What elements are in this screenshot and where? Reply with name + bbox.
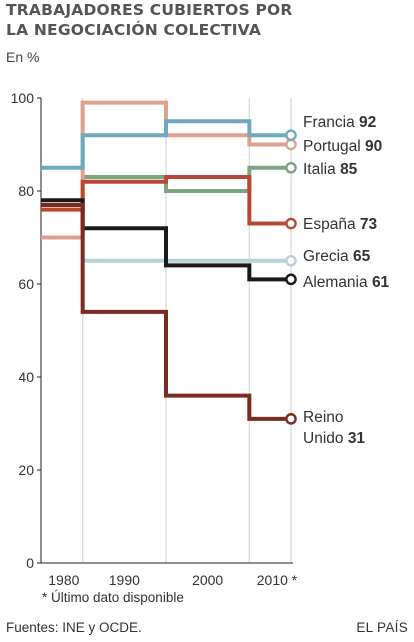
series-label-value: 92 [359,114,376,131]
series-label-value: 65 [353,248,371,265]
series-label-italia: Italia 85 [303,161,358,178]
title-line-1: TRABAJADORES CUBIERTOS POR [6,1,293,19]
chart-subtitle: En % [6,49,40,65]
footnote: * Último dato disponible [42,590,184,605]
x-tick-label: 1980 [48,572,79,588]
series-label-name: Italia [303,161,340,178]
series-end-marker-italia [285,161,297,174]
series-label-value: 90 [365,138,382,155]
series-line-reino [41,202,291,421]
series-label-value: 31 [348,430,366,447]
series-label-name-line2: Unido [303,430,348,447]
y-tick-label: 100 [11,90,35,106]
y-tick-label: 40 [18,369,34,385]
series-line-francia [41,119,291,170]
series-end-marker-alemania [285,273,297,286]
source-note: Fuentes: INE y OCDE. [6,620,142,635]
series-label-name: Reino [303,409,344,426]
series-end-marker-reino [285,413,297,425]
series-label-name: Portugal [303,138,365,155]
x-tick-label: 2000 [192,572,223,588]
y-tick-label: 60 [18,276,34,292]
series-label-name: Francia [303,114,359,131]
series-label-name: Alemania [303,274,372,291]
y-tick-label: 20 [18,462,34,478]
x-tick-label: 2010 * [257,572,298,588]
series-end-marker-españa [285,217,297,230]
series-label-francia: Francia 92 [303,114,376,131]
series-label-españa: España 73 [303,216,378,233]
chart-title: TRABAJADORES CUBIERTOS POR LA NEGOCIACIÓ… [6,0,293,40]
brand-logo-text: EL PAÍS [356,620,408,635]
series-label-name: Grecia [303,248,353,265]
series-label-value: 73 [360,216,378,233]
series-line-italia [82,165,291,193]
series-label-grecia: Grecia 65 [303,248,371,265]
title-line-2: LA NEGOCIACIÓN COLECTIVA [6,21,262,39]
series-label-value: 61 [372,274,390,291]
series-label-name: España [303,216,360,233]
series-label-alemania: Alemania 61 [303,274,390,291]
series-label-reino: Reino Unido 31 [303,409,365,447]
series-end-marker-portugal [285,138,297,151]
y-tick-label: 80 [18,183,34,199]
series-end-marker-grecia [285,254,297,267]
series-end-marker-francia [285,129,297,141]
series-label-value: 85 [340,161,358,178]
x-tick-label: 1990 [109,572,140,588]
series-label-portugal: Portugal 90 [303,138,382,155]
y-tick-label: 0 [26,555,34,571]
